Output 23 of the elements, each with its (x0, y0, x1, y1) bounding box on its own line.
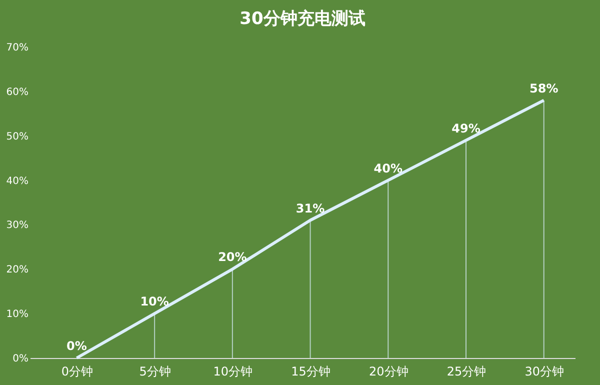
y-tick-label: 70% (6, 42, 28, 54)
x-tick-label: 30分钟 (524, 364, 564, 378)
x-tick-label: 20分钟 (369, 364, 408, 378)
text: 58% (529, 81, 558, 96)
text: 49% (452, 121, 480, 136)
text: 20% (218, 250, 247, 264)
x-tick-label: 10分钟 (213, 364, 253, 378)
y-tick-label: 0% (12, 354, 28, 364)
text: 31% (296, 201, 325, 216)
text: 40% (374, 161, 403, 176)
text: 0% (66, 339, 87, 353)
chart-title: 30分钟充电测试 (240, 9, 366, 29)
x-tick-label: 0分钟 (61, 364, 94, 378)
x-tick-label: 15分钟 (291, 364, 330, 378)
x-tick-label: 5分钟 (139, 364, 171, 378)
y-tick-label: 30% (6, 220, 28, 232)
x-tick-label: 25分钟 (446, 364, 486, 378)
y-tick-label: 10% (6, 309, 28, 320)
y-tick-label: 50% (6, 131, 28, 142)
y-tick-label: 20% (6, 264, 28, 276)
y-tick-label: 60% (6, 86, 28, 98)
text: 10% (140, 294, 169, 309)
y-tick-label: 40% (6, 176, 28, 187)
